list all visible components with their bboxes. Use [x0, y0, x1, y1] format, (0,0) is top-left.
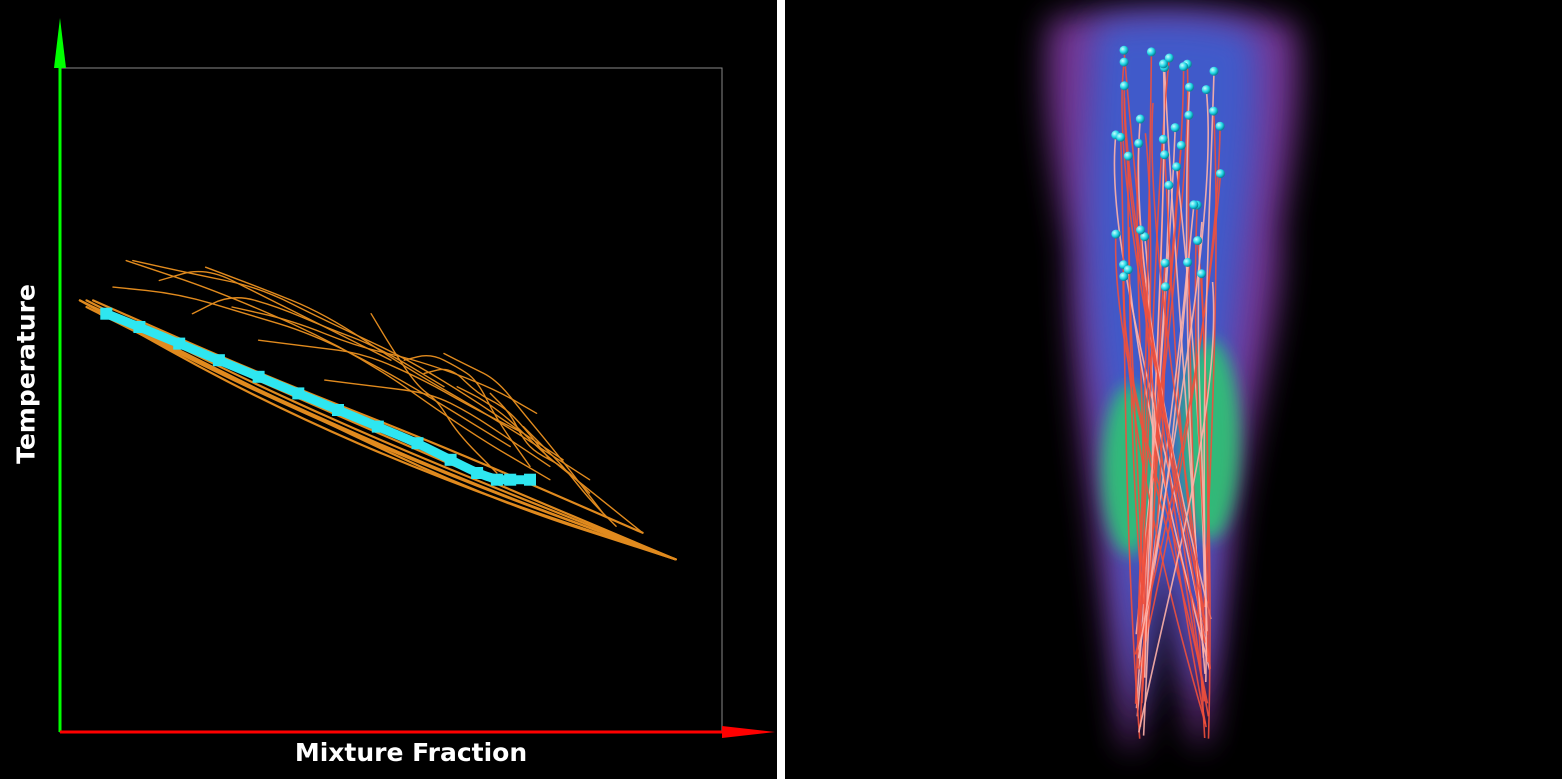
particle-sphere [1215, 121, 1225, 131]
particle-sphere [1158, 134, 1168, 144]
particle-sphere [1119, 45, 1129, 55]
cyan-marker [504, 473, 517, 486]
cyan-marker [173, 337, 186, 350]
pathline [403, 355, 531, 468]
particle-sphere [1183, 257, 1193, 267]
particle-sphere [1164, 53, 1174, 63]
particle-sphere [1185, 82, 1194, 92]
red-pathline [1138, 66, 1185, 616]
particle-sphere [1119, 272, 1129, 282]
particle-sphere [1189, 200, 1199, 210]
particle-sphere [1184, 110, 1194, 120]
particle-sphere [1193, 236, 1203, 246]
particle-sphere [1170, 123, 1180, 133]
red-pathline [1185, 87, 1206, 674]
pathline [132, 259, 564, 461]
pathline-bundle [78, 259, 677, 561]
pathline [112, 286, 511, 448]
particle-sphere [1160, 258, 1170, 268]
particle-sphere [1160, 150, 1170, 160]
red-pathline [1137, 133, 1152, 623]
particle-sphere [1209, 106, 1219, 116]
red-pathline [1119, 137, 1141, 739]
cyan-marker [471, 467, 484, 479]
phase-plot-panel: Mixture Fraction Temperature [0, 0, 777, 779]
particle-sphere [1179, 62, 1189, 72]
pathline [257, 339, 525, 434]
cyan-marker-series [100, 307, 536, 486]
particle-sphere [1209, 66, 1219, 76]
particle-sphere [1164, 180, 1174, 190]
cyan-marker [292, 387, 305, 400]
particle-sphere [1216, 169, 1225, 179]
red-pathline [1151, 102, 1212, 669]
pathline [489, 392, 591, 494]
particle-sphere [1119, 57, 1129, 67]
red-pathline [1143, 63, 1165, 678]
volume-render-panel [785, 0, 1562, 779]
volume-render [1046, 9, 1299, 749]
cyan-marker [371, 420, 384, 433]
cyan-marker [100, 307, 113, 320]
particle-sphere [1146, 47, 1156, 57]
cyan-marker [212, 354, 225, 367]
red-pathline [1143, 286, 1167, 659]
red-pathline [1202, 111, 1217, 622]
pathline [125, 259, 551, 481]
cyan-marker [411, 437, 424, 450]
red-pathline [1134, 173, 1222, 655]
cyan-marker [133, 321, 146, 333]
red-pathline [1114, 234, 1209, 704]
x-axis-arrow [722, 726, 775, 738]
pathline [204, 266, 591, 481]
pathline [191, 297, 445, 388]
particle-sphere [1123, 265, 1133, 275]
particle-sphere [1158, 59, 1168, 69]
pathline [370, 313, 498, 474]
pathline [522, 425, 617, 527]
cyan-marker [332, 404, 344, 416]
red-pathline [1127, 269, 1211, 671]
particle-sphere [1134, 138, 1144, 148]
particle-sphere [1123, 151, 1133, 161]
particle-sphere [1116, 132, 1126, 142]
red-pathlines [1113, 50, 1222, 739]
particle-sphere [1201, 85, 1211, 95]
particle-sphere [1197, 269, 1207, 279]
red-pathline [1138, 281, 1215, 733]
particle-sphere [1136, 225, 1146, 235]
particle-sphere [1119, 81, 1129, 91]
y-axis-arrow [54, 18, 66, 68]
x-axis-label: Mixture Fraction [294, 738, 528, 767]
cyan-marker [490, 473, 503, 486]
red-pathline [1187, 115, 1206, 739]
particle-markers [1111, 45, 1225, 292]
cyan-marker [252, 370, 265, 383]
particle-sphere [1176, 140, 1186, 150]
y-axis-label: Temperature [11, 284, 41, 464]
particle-sphere [1172, 162, 1182, 172]
red-pathline [1137, 118, 1212, 620]
pathline [423, 368, 551, 461]
pathline [92, 299, 644, 534]
red-pathline [1137, 89, 1210, 659]
cyan-marker [444, 453, 457, 466]
particle-sphere [1140, 232, 1150, 242]
pathline [98, 312, 677, 561]
particle-sphere [1111, 229, 1121, 239]
particle-sphere [1135, 114, 1145, 124]
pathline [324, 379, 551, 468]
red-pathline [1196, 240, 1209, 663]
phase-plot [54, 18, 775, 738]
red-pathline [1128, 227, 1145, 605]
red-pathline [1139, 64, 1189, 633]
cyan-marker [524, 473, 536, 486]
plot-frame [59, 67, 723, 733]
pathline [443, 352, 604, 514]
particle-sphere [1160, 282, 1170, 292]
